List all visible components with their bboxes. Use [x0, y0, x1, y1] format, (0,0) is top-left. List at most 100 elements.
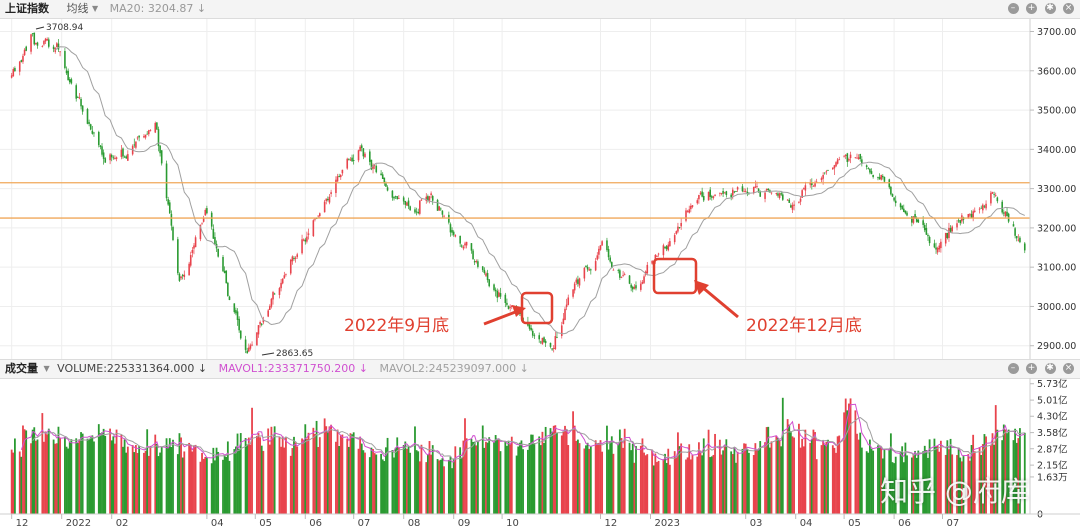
volume-bar	[436, 459, 439, 514]
close-icon[interactable]: ×	[1063, 3, 1074, 14]
volume-bar	[497, 439, 500, 514]
price-y-tick-label: 3300.00	[1037, 184, 1076, 195]
candle-body	[99, 145, 102, 148]
volume-bar	[235, 446, 237, 514]
volume-bar	[877, 445, 879, 514]
candle-body	[944, 233, 947, 244]
add-icon[interactable]: +	[1026, 363, 1037, 374]
volume-y-tick-label: 4.30亿	[1037, 411, 1068, 423]
candle-body	[530, 327, 532, 331]
candle-body	[125, 156, 128, 159]
volume-bar	[76, 442, 79, 514]
volume-panel-header: 成交量 ▼ VOLUME:225331364.000 ↓ MAVOL1:2333…	[0, 359, 1080, 379]
volume-bar	[420, 444, 423, 514]
candle-body	[533, 335, 536, 337]
candle-body	[680, 222, 682, 227]
candle-body	[572, 289, 574, 297]
candle-body	[168, 202, 171, 214]
candle-body	[610, 262, 613, 269]
gear-icon[interactable]: ✱	[1044, 3, 1056, 14]
volume-bar	[799, 447, 802, 514]
volume-bar	[441, 458, 444, 514]
volume-bar	[678, 446, 681, 514]
candle-body	[427, 196, 429, 201]
volume-bar	[991, 433, 994, 514]
add-icon[interactable]: +	[1026, 3, 1037, 14]
volume-bar	[657, 460, 660, 514]
volume-chevron-icon[interactable]: ▼	[43, 364, 50, 373]
candle-body	[464, 243, 466, 246]
candle-body	[622, 275, 624, 276]
candle-body	[12, 69, 15, 77]
volume-bar	[643, 452, 645, 514]
volume-y-tick-label: 1.63万	[1037, 472, 1068, 483]
candle-body	[289, 259, 292, 274]
candle-body	[814, 183, 816, 187]
volume-bar	[935, 446, 937, 514]
volume-bar	[267, 428, 270, 514]
volume-bar	[393, 457, 395, 514]
candle-body	[925, 227, 928, 235]
candle-body	[499, 293, 502, 297]
close-icon[interactable]: ×	[1063, 363, 1074, 374]
candle-body	[41, 45, 44, 47]
candle-body	[985, 203, 987, 209]
candle-body	[870, 171, 873, 174]
candle-body	[485, 273, 487, 276]
volume-bar	[133, 452, 136, 514]
volume-bar	[675, 457, 678, 514]
candle-body	[31, 33, 34, 35]
volume-bar	[347, 446, 350, 514]
volume-bar	[314, 433, 316, 514]
candle-body	[567, 297, 570, 305]
volume-bar	[373, 453, 376, 514]
volume-bar	[136, 453, 139, 514]
candle-body	[552, 348, 555, 349]
candle-body	[64, 51, 66, 69]
volume-bar	[620, 438, 623, 514]
volume-bar	[233, 449, 236, 514]
gear-icon[interactable]: ✱	[1044, 363, 1056, 374]
volume-bar	[856, 433, 858, 514]
volume-bar	[41, 413, 44, 514]
candle-body	[452, 231, 455, 235]
volume-bar	[23, 429, 26, 514]
volume-bar	[770, 441, 773, 514]
candle-body	[120, 149, 123, 157]
x-tick-label: 12	[16, 518, 29, 529]
minimize-icon[interactable]: –	[1007, 363, 1019, 374]
candle-body	[425, 196, 428, 201]
volume-bar	[509, 443, 512, 514]
candle-body	[877, 177, 879, 178]
candle-body	[46, 39, 48, 41]
volume-bar	[225, 456, 228, 514]
candle-body	[414, 209, 416, 213]
candle-body	[385, 183, 387, 187]
volume-bar	[788, 424, 791, 514]
candle-body	[917, 219, 920, 223]
volume-bar	[97, 424, 100, 514]
candle-body	[351, 157, 353, 162]
volume-bar	[307, 432, 310, 514]
volume-bar	[439, 459, 442, 514]
volume-bar	[844, 398, 847, 514]
volume-bar	[406, 448, 408, 514]
candle-body	[302, 239, 305, 241]
price-chart[interactable]: 2900.00 3000.00 3100.00 3200.00 3300.00 3400.…	[0, 19, 1080, 361]
candle-body	[409, 206, 411, 211]
ma-mode-dropdown[interactable]: 均线 ▼	[67, 0, 99, 18]
candle-body	[383, 177, 386, 184]
minimize-icon[interactable]: –	[1007, 3, 1019, 14]
volume-bar	[104, 435, 107, 514]
candle-body	[675, 231, 678, 234]
candle-body	[441, 210, 444, 215]
volume-bar	[767, 426, 770, 514]
volume-bar	[20, 456, 23, 514]
volume-bar	[520, 440, 523, 514]
candle-body	[443, 215, 445, 217]
volume-bar	[849, 398, 852, 514]
volume-bar	[518, 442, 521, 514]
volume-bar	[668, 464, 671, 514]
candle-body	[691, 205, 694, 207]
